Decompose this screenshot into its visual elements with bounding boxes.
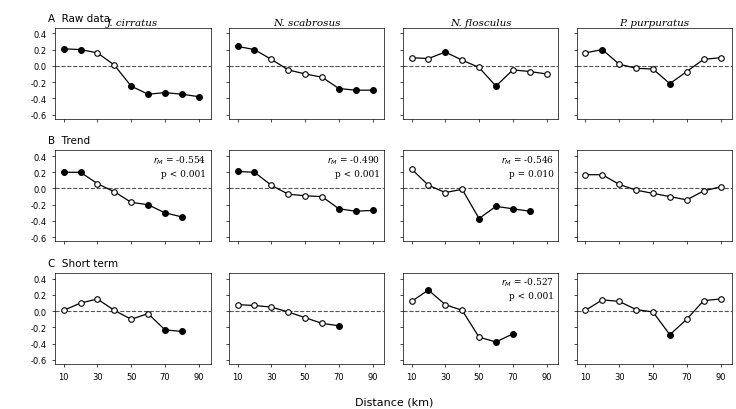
Text: $r_M$ = -0.527: $r_M$ = -0.527 — [501, 276, 553, 289]
Title: J. cirratus: J. cirratus — [107, 19, 158, 28]
Text: p < 0.001: p < 0.001 — [335, 169, 380, 178]
Title: N. flosculus: N. flosculus — [450, 19, 512, 28]
Text: p < 0.001: p < 0.001 — [161, 169, 206, 178]
Text: p = 0.010: p = 0.010 — [509, 169, 553, 178]
Text: $r_M$ = -0.490: $r_M$ = -0.490 — [327, 154, 380, 166]
Text: $r_M$ = -0.546: $r_M$ = -0.546 — [500, 154, 553, 166]
Title: N. scabrosus: N. scabrosus — [273, 19, 341, 28]
Text: p < 0.001: p < 0.001 — [509, 292, 553, 301]
Text: B  Trend: B Trend — [48, 136, 90, 146]
Text: C  Short term: C Short term — [48, 258, 118, 268]
Title: P. purpuratus: P. purpuratus — [620, 19, 690, 28]
Text: A  Raw data: A Raw data — [48, 14, 110, 24]
Text: Distance (km): Distance (km) — [355, 397, 433, 407]
Text: $r_M$ = -0.554: $r_M$ = -0.554 — [153, 154, 206, 166]
